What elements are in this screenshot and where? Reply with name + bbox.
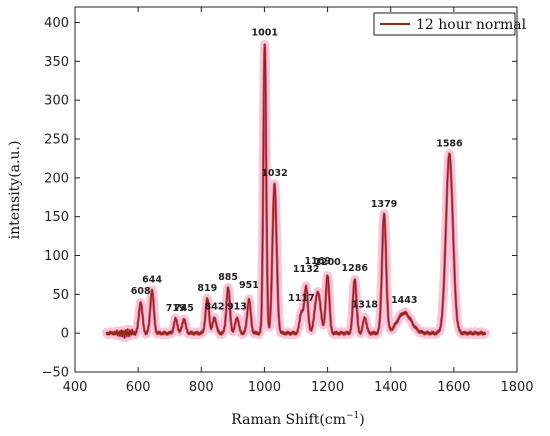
peak-label-951: 951 — [239, 280, 259, 291]
peak-label-608: 608 — [131, 286, 151, 297]
y-tick-label: 100 — [44, 249, 69, 264]
x-tick-label: 600 — [126, 380, 151, 395]
axis-ticks: 400 600 800 1000 1200 1400 1600 1800 −50 0 50 100 15… — [42, 7, 534, 395]
y-tick-label: 50 — [52, 288, 69, 303]
peak-label-1132: 1132 — [293, 264, 319, 275]
x-tick-label: 800 — [189, 380, 214, 395]
peak-label-719: 719 — [166, 303, 186, 314]
peak-label-819: 819 — [197, 283, 217, 294]
peak-label-1286: 1286 — [341, 263, 368, 274]
peak-label-1200: 1200 — [314, 257, 341, 268]
y-tick-label: 300 — [44, 94, 69, 109]
x-tick-label: 1200 — [311, 380, 344, 395]
x-axis-title: Raman Shift(cm−1) — [231, 411, 365, 428]
y-tick-label: 0 — [61, 327, 69, 342]
peak-label-644: 644 — [142, 274, 162, 285]
spectrum-line — [105, 43, 487, 339]
y-tick-label: 150 — [44, 210, 69, 225]
peak-label-1318: 1318 — [352, 300, 379, 311]
y-tick-label: 250 — [44, 133, 69, 148]
peak-label-842: 842 — [205, 302, 225, 313]
y-axis-title: intensity(a.u.) — [7, 141, 23, 240]
x-axis-title-end: ) — [359, 412, 364, 428]
y-tick-label: 400 — [44, 16, 69, 31]
peak-label-1379: 1379 — [371, 199, 397, 210]
peak-label-1443: 1443 — [391, 295, 417, 306]
peak-label-1169: 1169 — [305, 256, 331, 267]
legend-entry-label: 12 hour normal — [416, 17, 527, 33]
spectrum-line-group — [105, 43, 487, 339]
x-axis-title-main: Raman Shift(cm — [231, 412, 346, 428]
x-tick-label: 1000 — [248, 380, 281, 395]
legend: 12 hour normal — [373, 12, 527, 36]
plot-frame — [74, 6, 518, 373]
legend-box — [373, 12, 516, 36]
x-tick-label: 1400 — [374, 380, 407, 395]
y-tick-label: 200 — [44, 171, 69, 186]
peak-label-913: 913 — [227, 302, 247, 313]
peak-label-1001: 1001 — [252, 27, 278, 38]
peak-label-1586: 1586 — [436, 139, 463, 150]
y-tick-label: −50 — [42, 366, 69, 381]
x-tick-label: 1800 — [500, 380, 533, 395]
x-axis-title-sup: −1 — [346, 411, 359, 421]
x-tick-label: 400 — [63, 380, 88, 395]
x-tick-label: 1600 — [437, 380, 470, 395]
peak-label-1117: 1117 — [288, 293, 314, 304]
peak-label-745: 745 — [174, 303, 194, 314]
y-tick-label: 350 — [44, 55, 69, 70]
peak-label-1032: 1032 — [261, 168, 287, 179]
peak-label-885: 885 — [218, 272, 238, 283]
